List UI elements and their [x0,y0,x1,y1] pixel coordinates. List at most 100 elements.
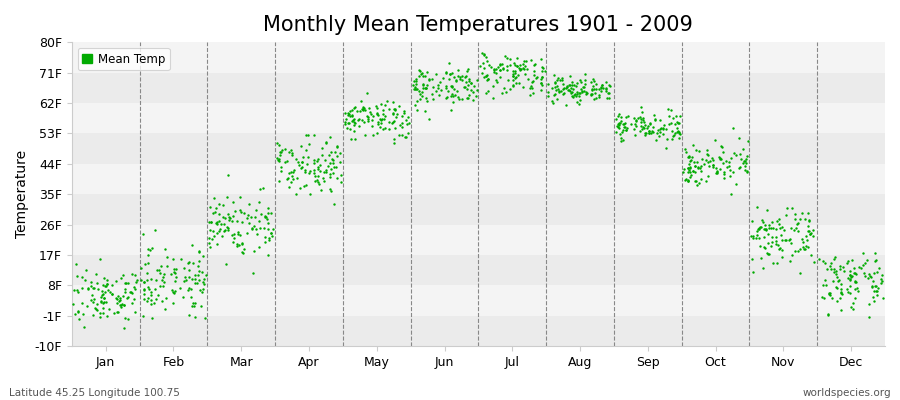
Point [272,158,286,164]
Point [112,297,127,303]
Point [342,120,356,126]
Point [502,86,517,92]
Point [710,169,724,176]
Point [81,286,95,292]
Point [218,215,232,221]
Point [127,284,141,290]
Point [307,132,321,139]
Point [419,98,434,104]
Point [603,83,617,89]
Point [104,288,118,295]
Point [740,167,754,174]
Point [750,232,764,238]
Point [803,231,817,238]
Point [642,128,656,134]
Point [234,208,248,215]
Point [502,56,517,62]
Point [190,280,204,286]
Point [516,65,530,71]
Point [500,89,514,95]
Point [824,266,838,272]
Point [479,73,493,79]
Point [683,158,698,164]
Point [182,266,196,273]
Point [585,91,599,97]
Point [77,277,92,284]
Point [706,162,721,168]
Point [706,164,720,170]
Point [247,223,261,229]
Point [683,164,698,170]
Point [112,295,127,301]
Point [850,284,864,291]
Point [785,205,799,212]
Point [98,283,112,289]
Point [93,314,107,320]
Point [536,82,550,88]
Point [616,137,630,143]
Point [186,300,201,306]
Point [242,201,256,208]
Point [496,65,510,72]
Point [389,114,403,120]
Point [611,121,625,127]
Point [733,151,747,157]
Point [583,90,598,97]
Point [258,238,273,245]
Point [282,170,296,176]
Point [362,105,376,111]
Point [282,184,296,190]
Point [843,282,858,289]
Point [184,294,199,300]
Point [115,301,130,307]
Point [316,174,330,181]
Point [280,157,294,164]
Point [361,114,375,120]
Point [462,92,476,98]
Point [392,103,406,110]
Point [96,291,111,298]
Point [292,184,307,191]
Point [157,271,171,278]
Point [477,74,491,80]
Point [668,121,682,128]
Point [841,258,855,264]
Point [180,287,194,294]
Point [85,292,99,298]
Point [347,121,362,128]
Point [772,246,787,252]
Point [341,112,356,118]
Point [105,282,120,288]
Point [870,269,885,275]
Point [556,86,571,92]
Point [118,280,132,286]
Point [144,289,158,295]
Point [194,302,209,309]
Point [665,136,680,142]
Point [338,121,353,128]
Point [537,68,552,74]
Point [370,110,384,116]
Point [94,294,108,300]
Point [433,79,447,86]
Point [232,232,247,239]
Point [232,194,247,200]
Point [95,305,110,312]
Point [788,216,802,223]
Point [461,66,475,72]
Point [550,96,564,102]
Point [826,256,841,262]
Point [439,69,454,76]
Point [115,293,130,300]
Point [506,82,520,88]
Point [544,85,559,91]
Point [311,181,326,187]
Point [432,91,446,98]
Point [236,250,250,256]
Point [832,295,847,301]
Point [756,264,770,271]
Point [301,132,315,138]
Point [694,176,708,182]
Point [563,90,578,96]
Point [249,207,264,213]
